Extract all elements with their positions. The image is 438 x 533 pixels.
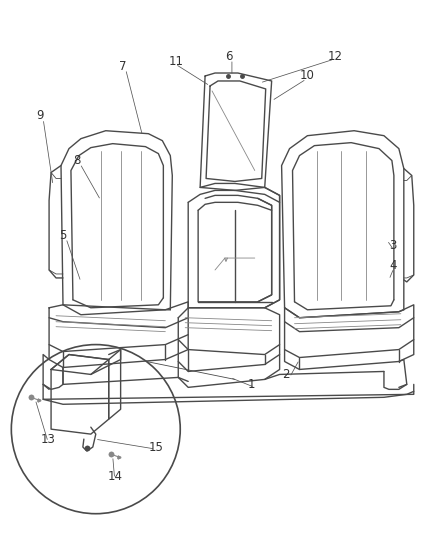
Text: 13: 13	[41, 433, 56, 446]
Text: 6: 6	[225, 50, 233, 62]
Text: 10: 10	[300, 69, 314, 83]
Text: 4: 4	[389, 259, 396, 271]
Text: 12: 12	[327, 50, 343, 62]
Text: 11: 11	[168, 54, 184, 68]
Text: 15: 15	[148, 441, 163, 454]
Text: 1: 1	[248, 378, 255, 391]
Text: 5: 5	[59, 229, 67, 241]
Text: 7: 7	[119, 60, 126, 72]
Text: 3: 3	[389, 239, 396, 252]
Text: 8: 8	[73, 154, 80, 167]
Text: 14: 14	[108, 471, 123, 483]
Text: 2: 2	[283, 368, 290, 381]
Text: 9: 9	[36, 109, 44, 122]
